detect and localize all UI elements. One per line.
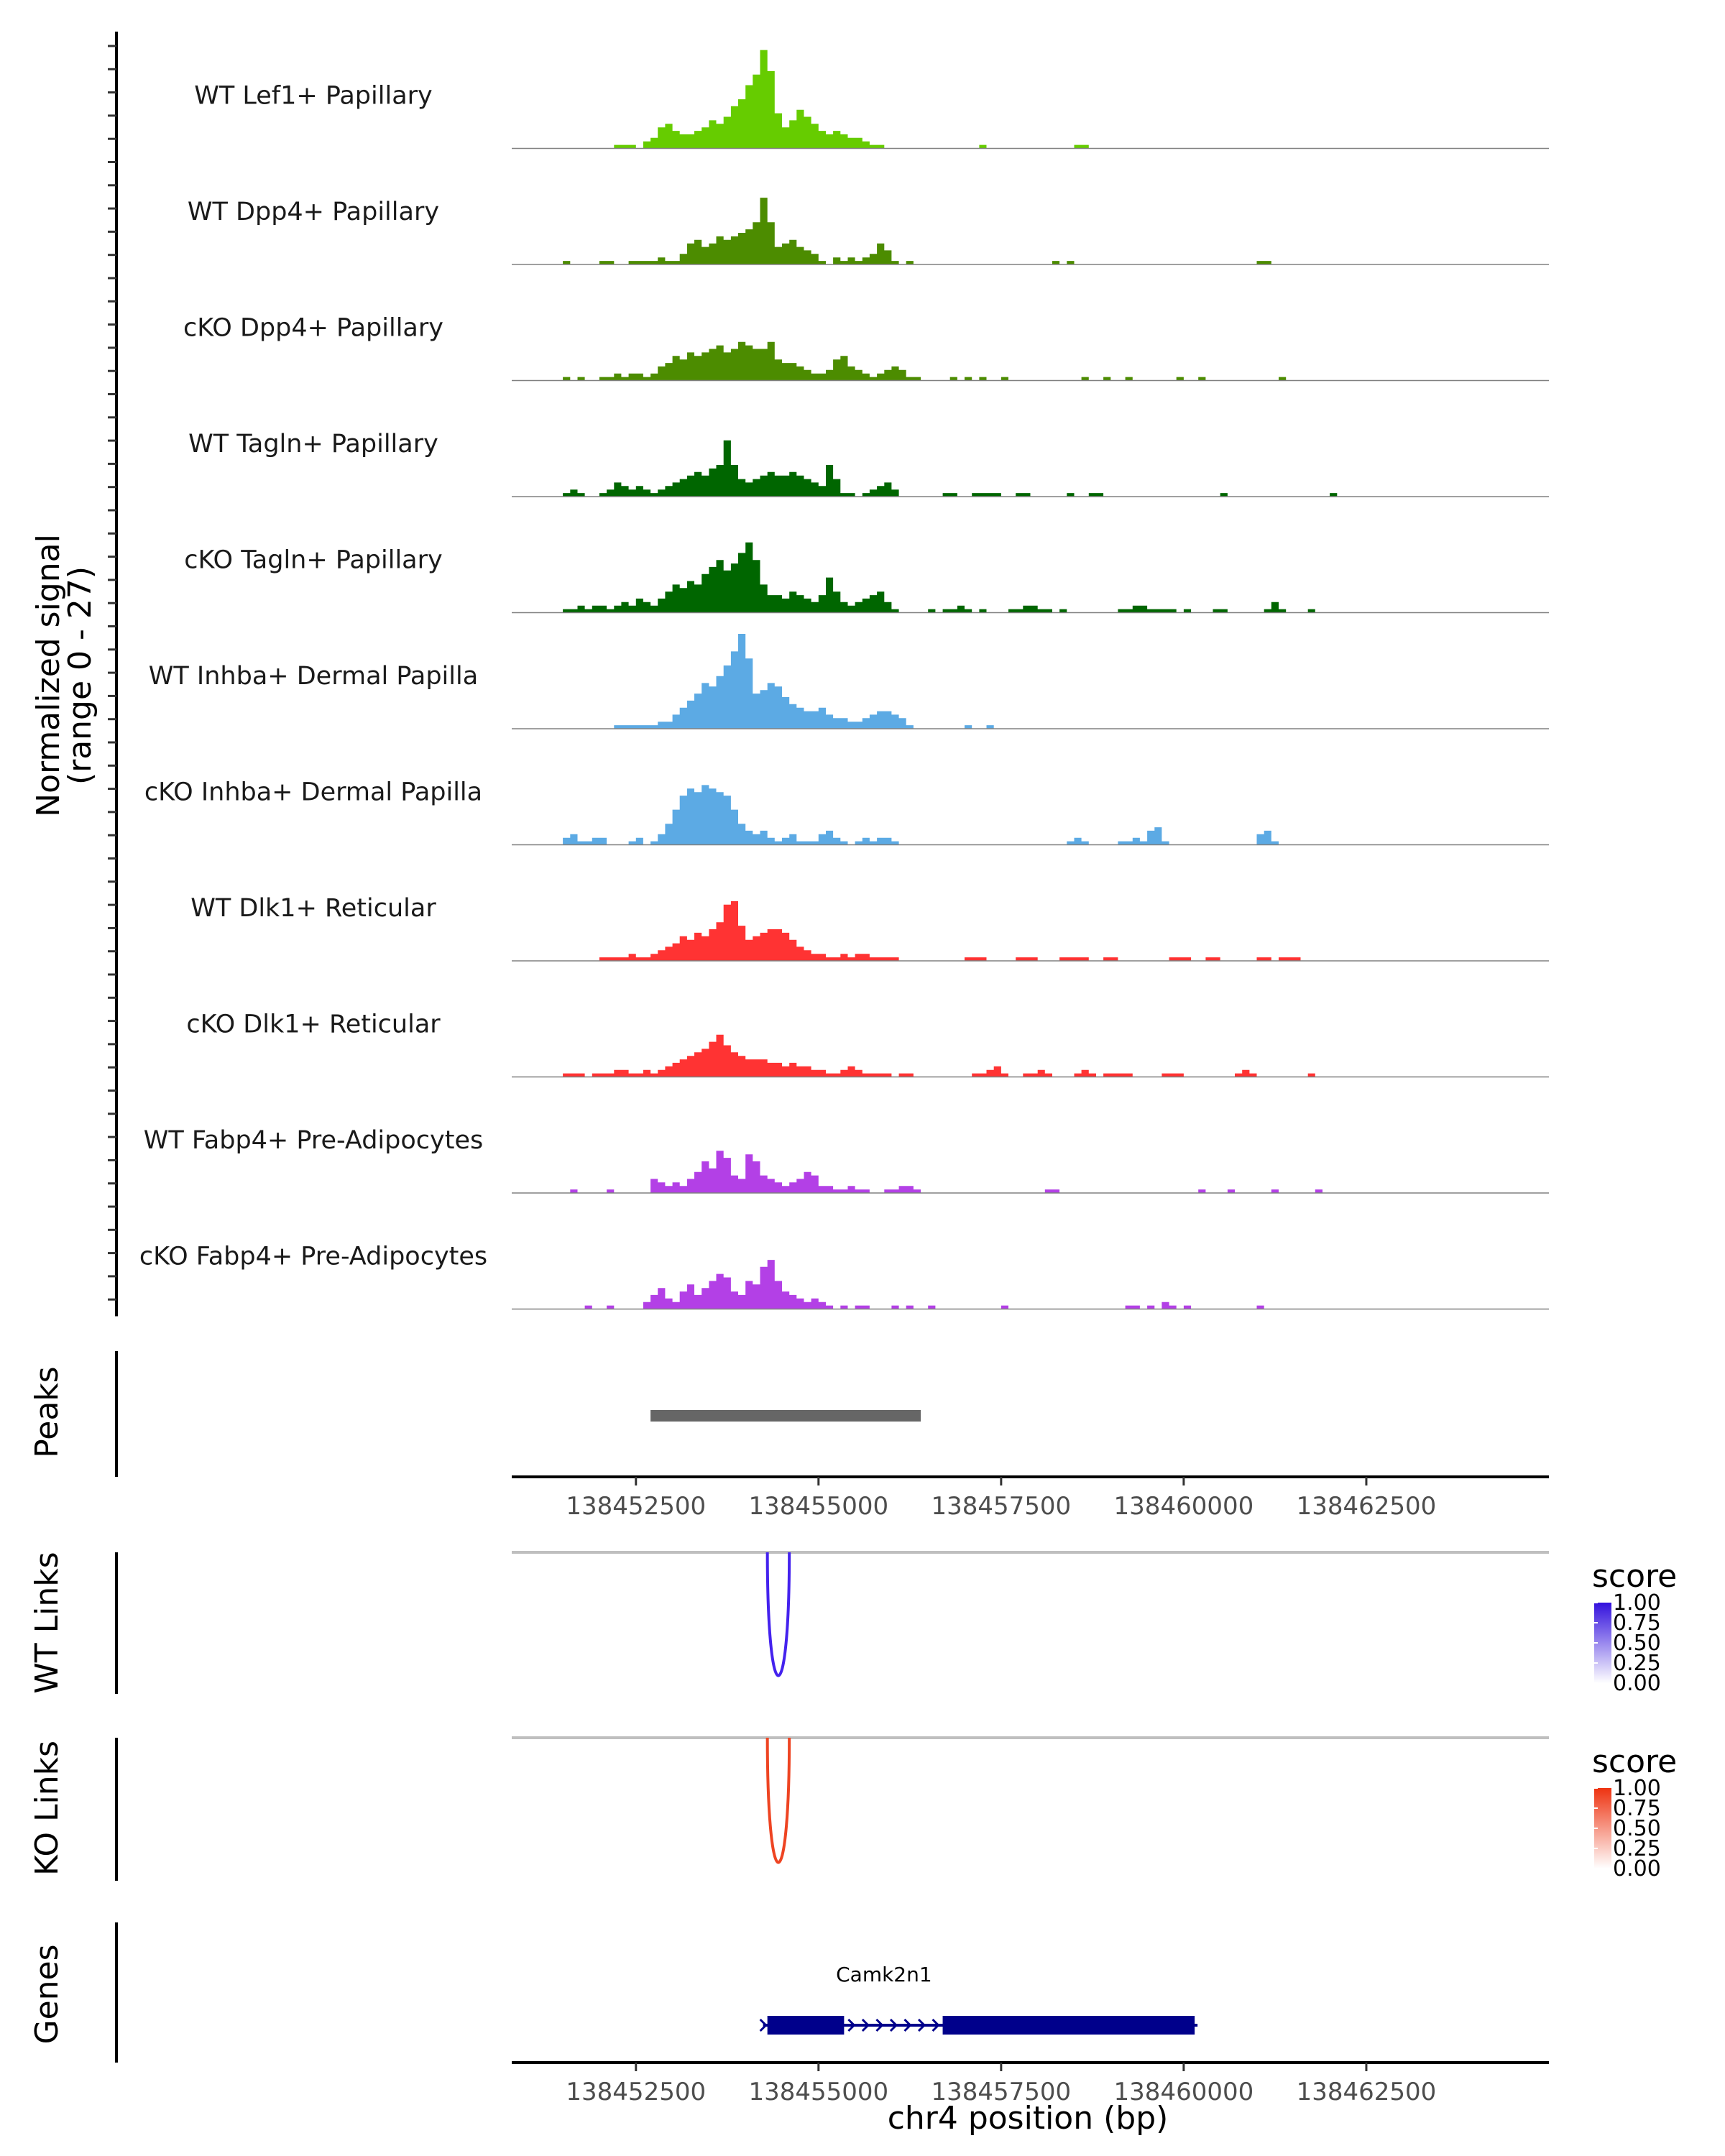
coverage-track-label: cKO Fabp4+ Pre-Adipocytes [139, 1243, 487, 1271]
x-axis-tick-label: 138457500 [932, 2078, 1072, 2106]
coverage-track-label: cKO Tagln+ Papillary [184, 546, 443, 575]
gene-exon [942, 2016, 1195, 2035]
genes-track: Camk2n1 [115, 1922, 1198, 2063]
coverage-track: cKO Inhba+ Dermal Papilla [144, 778, 1549, 846]
coverage-track-label: WT Inhba+ Dermal Papilla [149, 662, 478, 691]
coverage-area [512, 1151, 1374, 1193]
legend-tick-label: 0.50 [1613, 1631, 1661, 1656]
coverage-track: cKO Dlk1+ Reticular [186, 1010, 1549, 1078]
strand-arrow-icon [889, 2018, 898, 2032]
legend-title: score [1592, 1743, 1677, 1780]
coverage-track-label: cKO Dpp4+ Papillary [183, 314, 443, 343]
coverage-track: WT Dlk1+ Reticular [190, 894, 1549, 962]
peaks-track-label: Peaks [29, 1366, 65, 1457]
coverage-track-label: WT Dpp4+ Papillary [188, 198, 439, 226]
legend-tick-label: 0.25 [1613, 1836, 1661, 1861]
gene-model: Camk2n1 [759, 1963, 1198, 2035]
coverage-track: cKO Fabp4+ Pre-Adipocytes [139, 1243, 1549, 1310]
strand-arrow-icon [875, 2018, 884, 2032]
x-axis-tick-label: 138460000 [1114, 2078, 1254, 2106]
strand-arrow-icon [861, 2018, 870, 2032]
coverage-track-label: cKO Inhba+ Dermal Papilla [144, 778, 482, 807]
coverage-track: WT Tagln+ Papillary [188, 430, 1549, 497]
links-track-label: WT Links [29, 1552, 65, 1693]
strand-arrow-icon [903, 2018, 912, 2032]
legend-tick-label: 1.00 [1613, 1590, 1661, 1616]
legend-title: score [1592, 1558, 1677, 1595]
coverage-y-axis-title: Normalized signal [30, 534, 67, 817]
x-axis-tick-label: 138460000 [1114, 1492, 1254, 1521]
coverage-track-label: WT Fabp4+ Pre-Adipocytes [144, 1126, 483, 1155]
coverage-track: WT Lef1+ Papillary [194, 50, 1549, 149]
peaks-track [115, 1351, 921, 1477]
x-axis-tick-label: 138455000 [748, 1492, 888, 1521]
coverage-area [512, 634, 1374, 729]
coverage-track-label: WT Tagln+ Papillary [188, 430, 438, 459]
coverage-track: WT Fabp4+ Pre-Adipocytes [144, 1126, 1549, 1194]
coverage-area [512, 50, 1374, 149]
legend-tick-label: 0.00 [1613, 1856, 1661, 1881]
x-axis-peaks: 138452500 138455000 138457500 138460000 1384… [512, 1475, 1549, 1521]
coverage-area [512, 785, 1374, 845]
coverage-track: cKO Dpp4+ Papillary [183, 314, 1549, 382]
x-axis-tick-label: 138455000 [748, 2078, 888, 2106]
coverage-track-label: cKO Dlk1+ Reticular [186, 1010, 441, 1039]
coverage-y-axis [108, 32, 118, 1317]
x-axis-tick-label: 138457500 [932, 1492, 1072, 1521]
peak-bar [650, 1410, 921, 1422]
strand-arrow-icon [847, 2018, 856, 2032]
link-arc [765, 1737, 791, 1864]
coverage-y-axis-range: (range 0 - 27) [62, 566, 98, 785]
x-axis-tick-label: 138452500 [566, 1492, 706, 1521]
x-axis-tick-label: 138462500 [1297, 2078, 1437, 2106]
legend-tick-label: 1.00 [1613, 1776, 1661, 1801]
gene-label: Camk2n1 [836, 1963, 932, 1986]
strand-arrow-icon [932, 2018, 940, 2032]
coverage-area [512, 341, 1374, 381]
coverage-track-label: WT Lef1+ Papillary [194, 82, 433, 111]
coverage-track-label: WT Dlk1+ Reticular [190, 894, 436, 923]
genes-track-label: Genes [29, 1944, 65, 2044]
coverage-track: WT Dpp4+ Papillary [188, 198, 1549, 265]
legend-tick-label: 0.75 [1613, 1611, 1661, 1636]
coverage-area [512, 1260, 1374, 1309]
coverage-track: cKO Tagln+ Papillary [184, 542, 1549, 614]
legend-tick-label: 0.75 [1613, 1796, 1661, 1821]
coverage-track: WT Inhba+ Dermal Papilla [149, 634, 1549, 729]
x-axis-title: chr4 position (bp) [888, 2100, 1169, 2137]
strand-arrow-icon [917, 2018, 926, 2032]
coverage-area [512, 1034, 1374, 1077]
coverage-area [512, 542, 1374, 613]
x-axis-tick-label: 138452500 [566, 2078, 706, 2106]
strand-arrow-icon [759, 2018, 768, 2032]
coverage-area [512, 440, 1374, 497]
x-axis-genes: 138452500 138455000 138457500 138460000 1384… [512, 2061, 1549, 2106]
coverage-area [512, 198, 1374, 264]
legend-tick-label: 0.50 [1613, 1816, 1661, 1841]
legend-tick-label: 0.00 [1613, 1671, 1661, 1696]
x-axis-tick-label: 138462500 [1297, 1492, 1437, 1521]
link-arc [765, 1552, 791, 1677]
gene-exon [767, 2016, 845, 2035]
coverage-tracks: WT Lef1+ Papillary WT Dpp4+ Papillary cKO … [139, 50, 1549, 1310]
coverage-area [512, 900, 1374, 961]
legend-tick-label: 0.25 [1613, 1651, 1661, 1676]
links-track-label: KO Links [29, 1741, 65, 1876]
